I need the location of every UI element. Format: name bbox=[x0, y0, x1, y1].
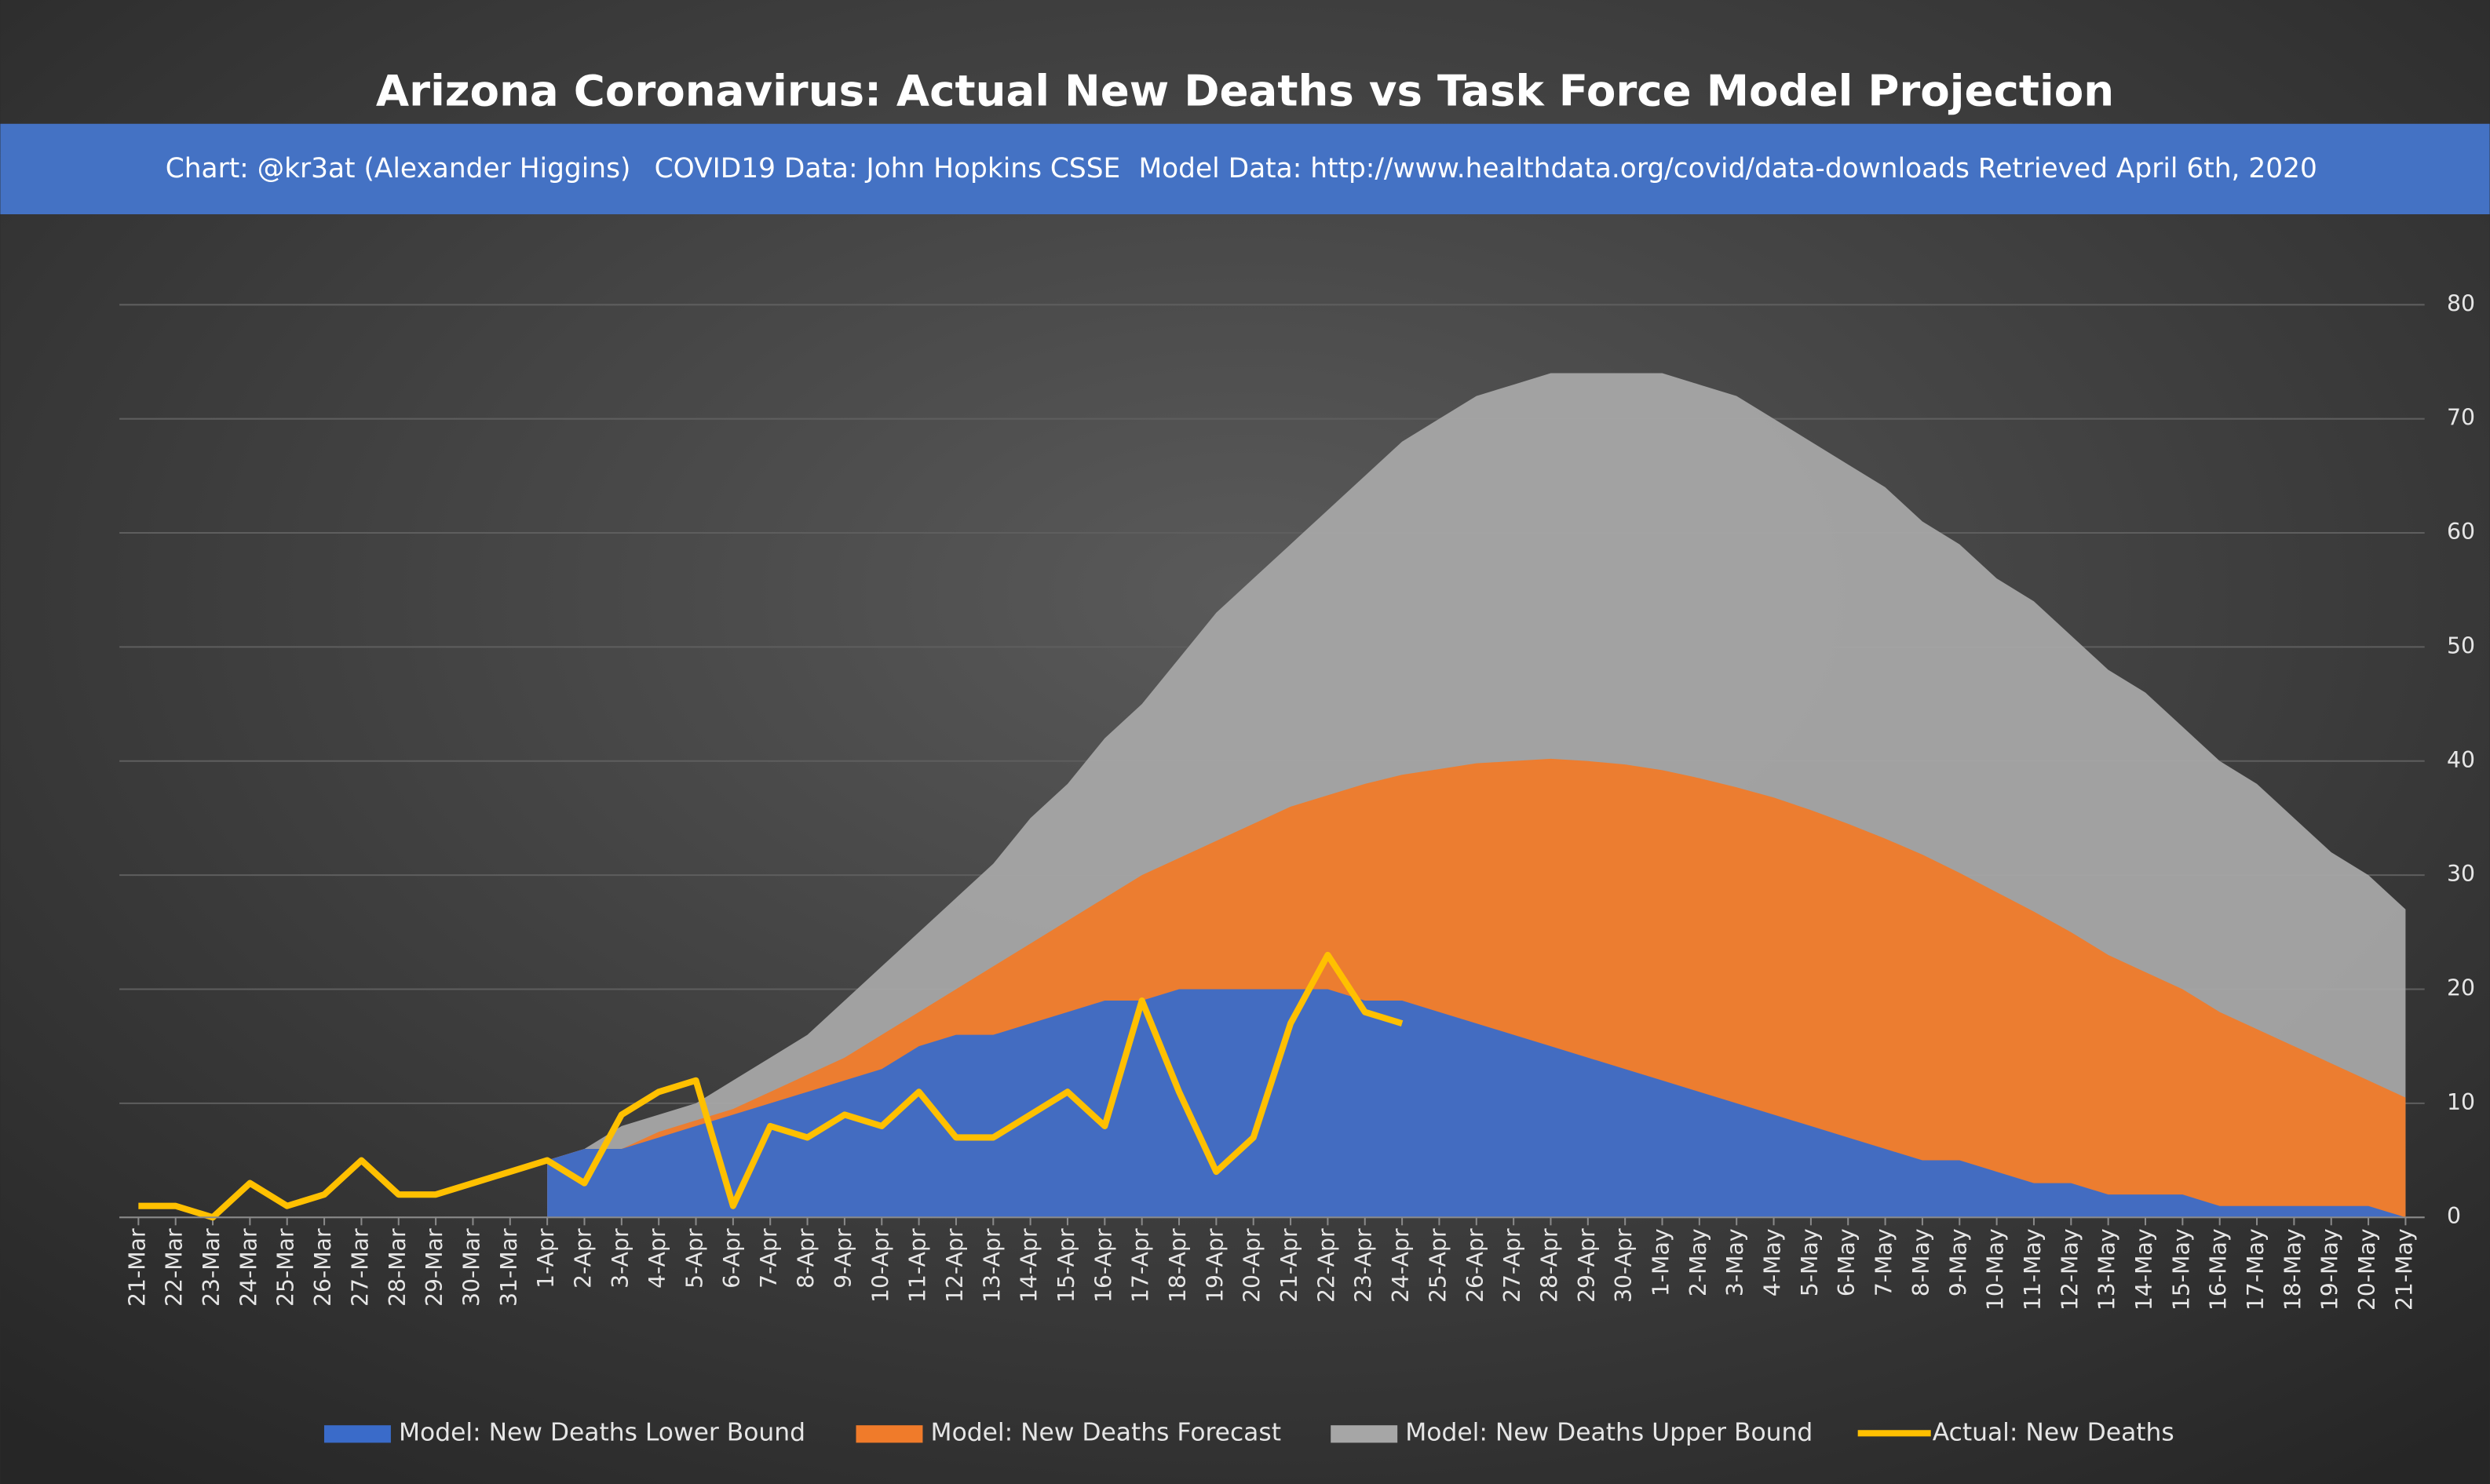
area bbox=[547, 989, 2406, 1218]
x-tick-label: 21-Apr bbox=[1276, 1228, 1302, 1303]
x-tick-label: 18-Apr bbox=[1165, 1228, 1191, 1303]
x-tick-label: 5-Apr bbox=[682, 1228, 708, 1289]
legend-label: Model: New Deaths Forecast bbox=[931, 1418, 1281, 1446]
x-tick-label: 22-Apr bbox=[1313, 1228, 1339, 1303]
x-tick-label: 11-May bbox=[2020, 1228, 2046, 1311]
x-tick-label: 15-May bbox=[2168, 1228, 2194, 1311]
x-tick-label: 25-Apr bbox=[1425, 1228, 1451, 1303]
x-tick-label: 24-Apr bbox=[1388, 1228, 1414, 1303]
x-tick-label: 21-Mar bbox=[124, 1228, 150, 1307]
x-tick-label: 16-Apr bbox=[1090, 1228, 1116, 1303]
x-tick-label: 19-Apr bbox=[1202, 1228, 1228, 1303]
y-tick-label: 30 bbox=[2447, 861, 2475, 887]
x-tick-label: 3-May bbox=[1722, 1228, 1748, 1296]
x-tick-label: 12-Apr bbox=[942, 1228, 968, 1303]
x-tick-label: 5-May bbox=[1797, 1228, 1823, 1296]
x-tick-label: 20-May bbox=[2354, 1228, 2380, 1311]
subtitle: Chart: @kr3at (Alexander Higgins) bbox=[166, 153, 631, 184]
y-tick-label: 80 bbox=[2447, 290, 2475, 316]
chart-title: Arizona Coronavirus: Actual New Deaths v… bbox=[376, 65, 2114, 115]
x-tick-label: 14-Apr bbox=[1017, 1228, 1042, 1303]
x-tick-label: 9-Apr bbox=[831, 1228, 856, 1289]
x-tick-label: 16-May bbox=[2206, 1228, 2232, 1311]
x-tick-label: 2-May bbox=[1685, 1228, 1711, 1296]
x-tick-label: 27-Apr bbox=[1499, 1228, 1525, 1303]
x-tick-label: 28-Mar bbox=[385, 1228, 411, 1307]
x-tick-label: 23-Mar bbox=[199, 1228, 225, 1307]
x-tick-label: 23-Apr bbox=[1351, 1228, 1377, 1303]
x-tick-label: 17-May bbox=[2243, 1228, 2269, 1311]
x-tick-label: 8-May bbox=[1908, 1228, 1934, 1296]
subtitle: Model Data: http://www.healthdata.org/co… bbox=[1138, 153, 2317, 184]
x-tick-label: 10-May bbox=[1983, 1228, 2009, 1311]
x-tick-label: 28-Apr bbox=[1536, 1228, 1562, 1303]
x-tick-label: 26-Apr bbox=[1462, 1228, 1488, 1303]
y-tick-label: 40 bbox=[2447, 747, 2475, 773]
x-tick-label: 1-Apr bbox=[533, 1228, 559, 1289]
x-tick-label: 19-May bbox=[2317, 1228, 2343, 1311]
x-tick-label: 4-May bbox=[1760, 1228, 1786, 1296]
x-tick-label: 4-Apr bbox=[644, 1228, 670, 1289]
x-tick-label: 6-Apr bbox=[719, 1228, 745, 1289]
x-tick-label: 9-May bbox=[1945, 1228, 1971, 1296]
x-tick-label: 20-Apr bbox=[1240, 1228, 1265, 1303]
y-tick-label: 50 bbox=[2447, 633, 2475, 658]
y-tick-label: 20 bbox=[2447, 975, 2475, 1001]
x-tick-label: 14-May bbox=[2131, 1228, 2157, 1311]
x-tick-label: 13-Apr bbox=[979, 1228, 1005, 1303]
x-tick-label: 21-May bbox=[2391, 1228, 2417, 1311]
x-tick-label: 1-May bbox=[1648, 1228, 1674, 1296]
x-tick-label: 27-Mar bbox=[347, 1228, 373, 1307]
legend-swatch bbox=[856, 1425, 923, 1443]
x-tick-label: 18-May bbox=[2280, 1228, 2306, 1311]
x-tick-label: 3-Apr bbox=[608, 1228, 633, 1289]
x-tick-label: 30-Apr bbox=[1611, 1228, 1637, 1303]
x-tick-label: 7-Apr bbox=[756, 1228, 782, 1289]
x-tick-label: 12-May bbox=[2057, 1228, 2083, 1311]
legend-swatch bbox=[323, 1425, 391, 1443]
legend-swatch bbox=[1331, 1425, 1398, 1443]
x-tick-label: 11-Apr bbox=[905, 1228, 931, 1303]
x-tick-label: 30-Mar bbox=[458, 1228, 484, 1307]
x-tick-label: 31-Mar bbox=[496, 1228, 522, 1307]
legend-label: Model: New Deaths Lower Bound bbox=[399, 1418, 805, 1446]
x-tick-label: 2-Apr bbox=[570, 1228, 596, 1289]
x-tick-label: 6-May bbox=[1834, 1228, 1860, 1296]
y-tick-label: 70 bbox=[2447, 405, 2475, 431]
x-tick-label: 10-Apr bbox=[867, 1228, 893, 1303]
x-tick-label: 29-Apr bbox=[1574, 1228, 1600, 1303]
x-tick-label: 25-Mar bbox=[273, 1228, 299, 1307]
x-tick-label: 7-May bbox=[1871, 1228, 1897, 1296]
subtitle-band bbox=[0, 123, 2490, 215]
subtitle: COVID19 Data: John Hopkins CSSE bbox=[655, 153, 1121, 184]
y-tick-label: 0 bbox=[2447, 1203, 2461, 1229]
legend-label: Model: New Deaths Upper Bound bbox=[1405, 1418, 1813, 1446]
x-tick-label: 26-Mar bbox=[310, 1228, 336, 1307]
x-tick-label: 15-Apr bbox=[1053, 1228, 1079, 1303]
x-tick-label: 29-Mar bbox=[422, 1228, 447, 1307]
legend-label: Actual: New Deaths bbox=[1933, 1418, 2174, 1446]
y-tick-label: 60 bbox=[2447, 519, 2475, 545]
x-tick-label: 24-Mar bbox=[235, 1228, 261, 1307]
y-tick-label: 10 bbox=[2447, 1089, 2475, 1115]
x-tick-label: 8-Apr bbox=[794, 1228, 820, 1289]
line bbox=[138, 951, 1404, 1221]
x-tick-label: 17-Apr bbox=[1128, 1228, 1154, 1303]
x-tick-label: 13-May bbox=[2094, 1228, 2120, 1311]
x-tick-label: 22-Mar bbox=[162, 1228, 188, 1307]
